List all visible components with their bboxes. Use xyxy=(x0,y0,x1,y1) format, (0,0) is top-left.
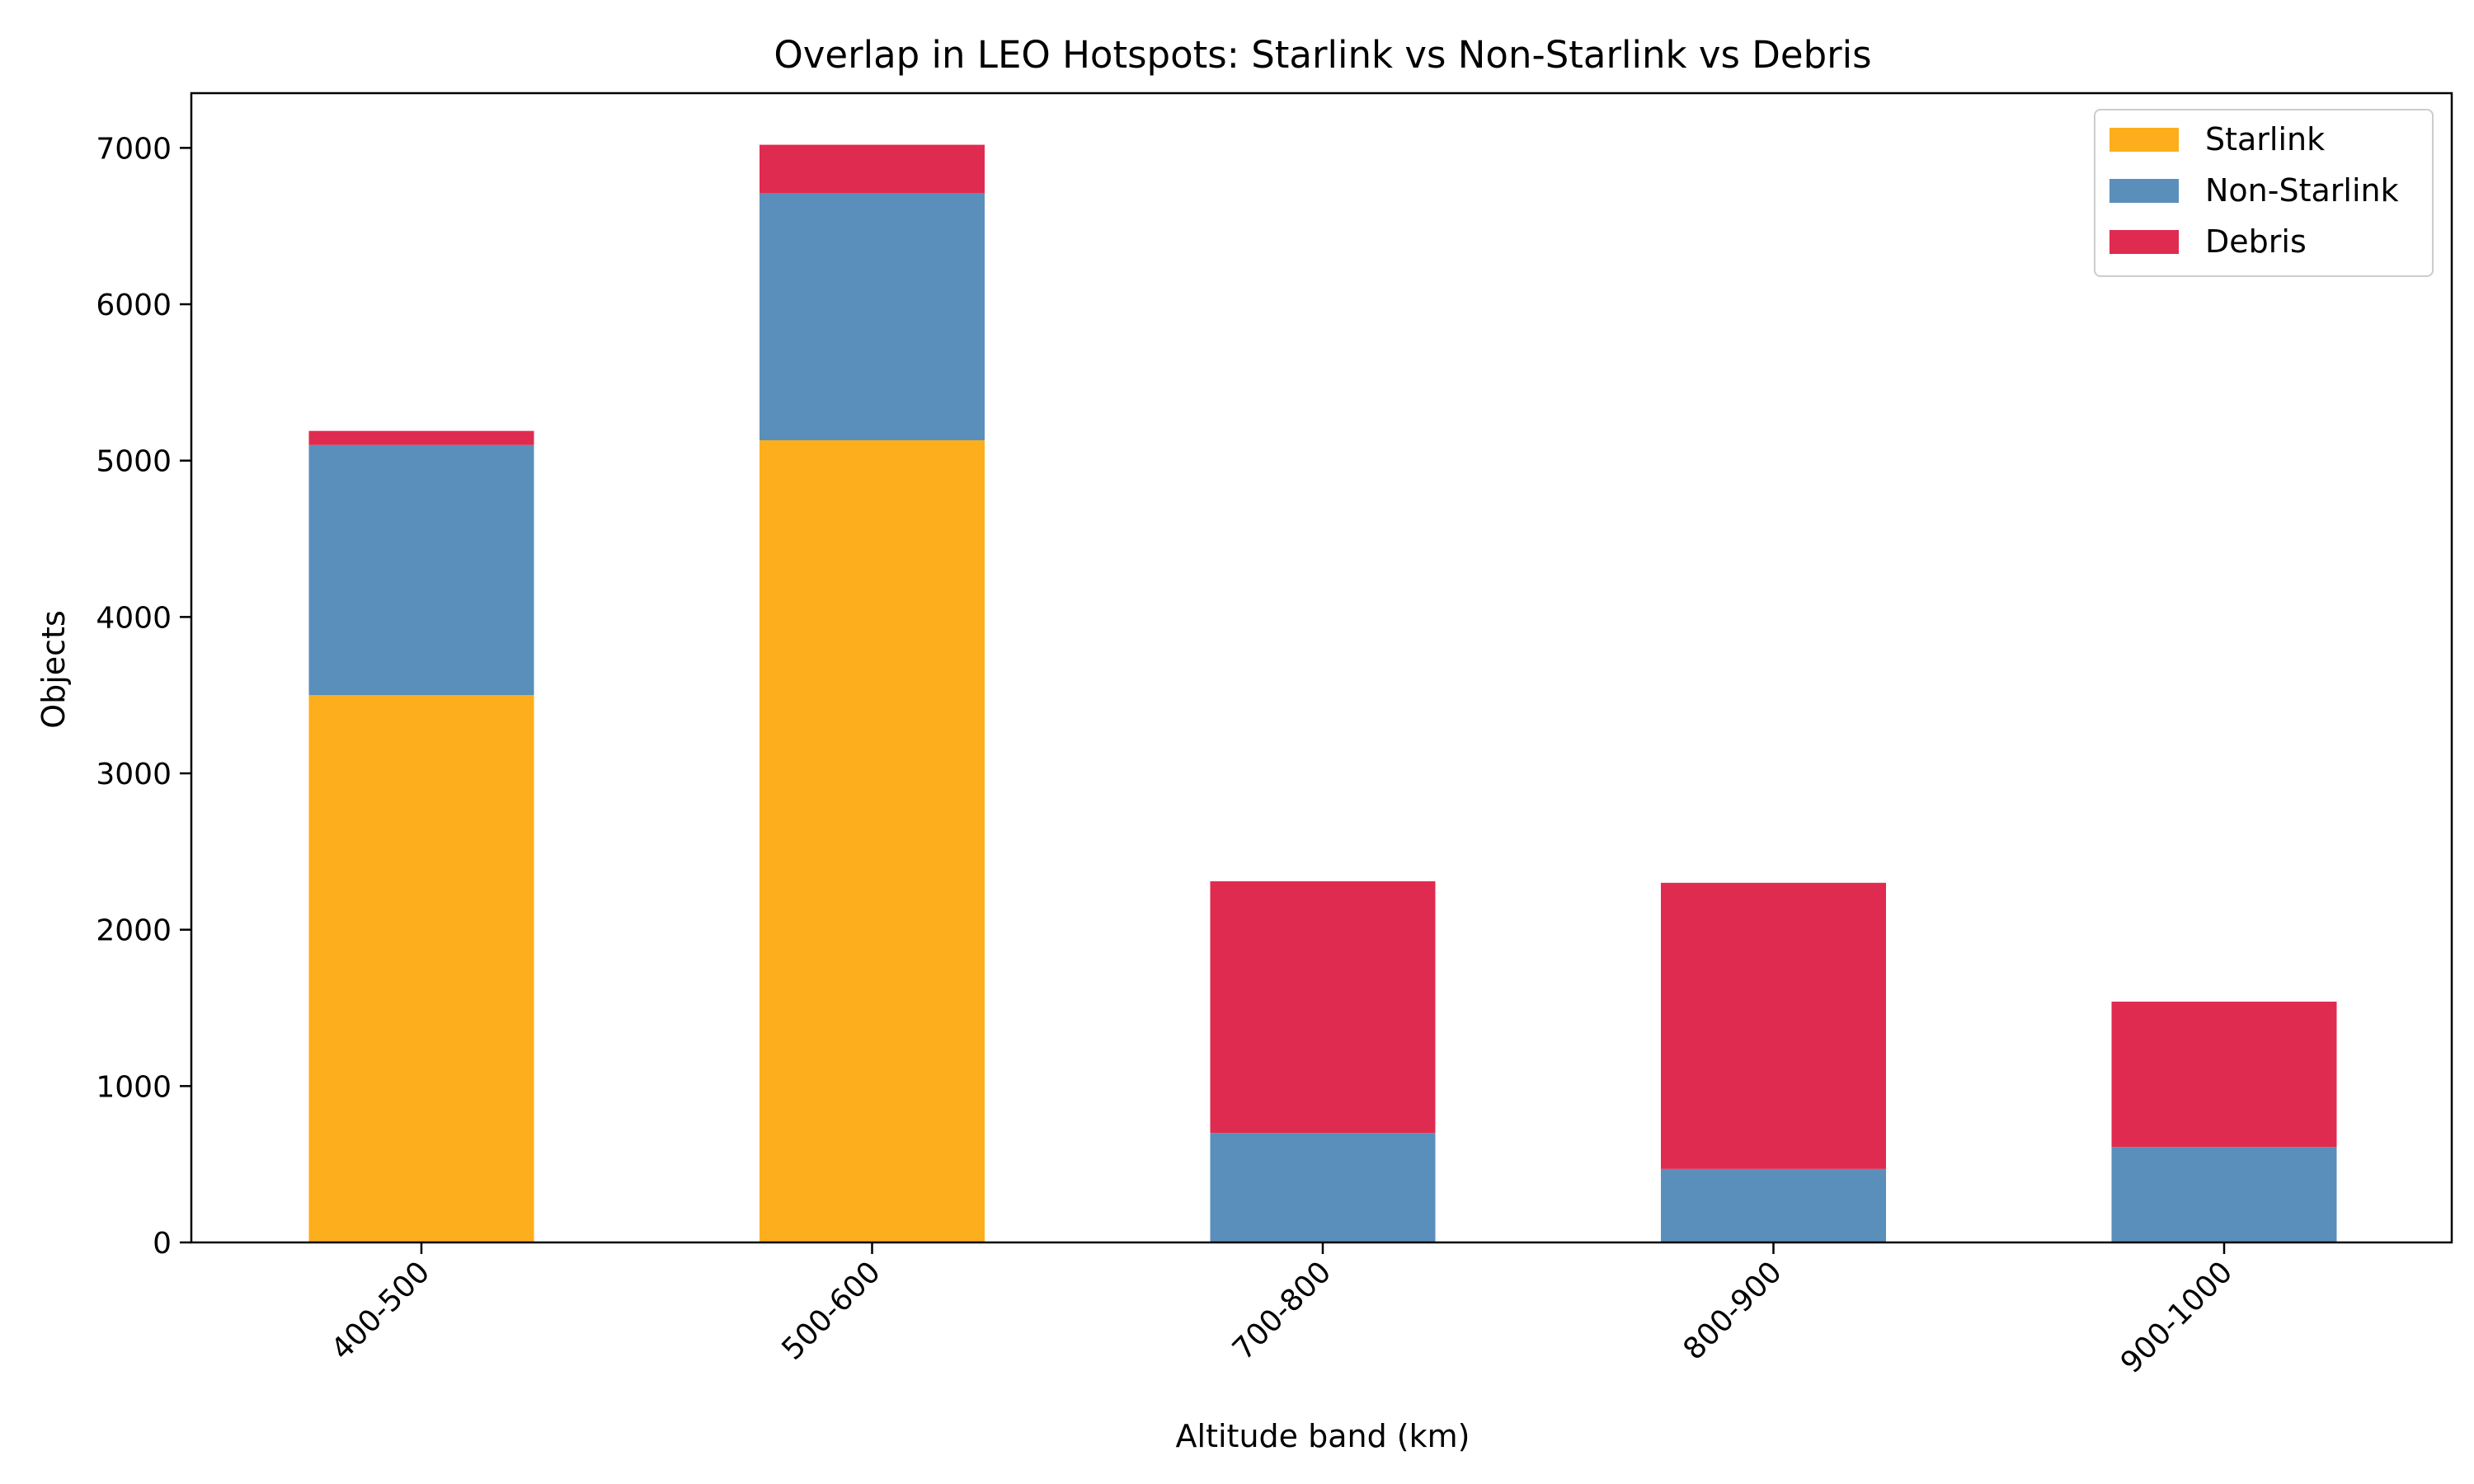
bars-group xyxy=(308,144,2337,1242)
plot-frame xyxy=(190,92,2453,1244)
y-tick-label: 3000 xyxy=(96,758,172,791)
bar-segment-debris-700-800 xyxy=(1210,881,1436,1134)
bar-segment-non-starlink-800-900 xyxy=(1661,1168,1886,1242)
bar-segment-debris-900-1000 xyxy=(2111,1001,2337,1148)
y-tick-label: 2000 xyxy=(96,914,172,948)
legend-swatch-debris xyxy=(2109,230,2179,254)
bar-segment-debris-400-500 xyxy=(308,430,534,445)
y-tick-label: 7000 xyxy=(96,132,172,166)
y-axis-label: Objects xyxy=(35,610,72,729)
bar-segment-non-starlink-700-800 xyxy=(1210,1133,1436,1242)
y-tick-label: 6000 xyxy=(96,289,172,322)
legend-box xyxy=(2094,109,2434,277)
y-tick-label: 4000 xyxy=(96,601,172,635)
bar-segment-debris-500-600 xyxy=(760,144,985,194)
bar-segment-starlink-500-600 xyxy=(760,440,985,1242)
bar-segment-non-starlink-400-500 xyxy=(308,444,534,696)
chart-title: Overlap in LEO Hotspots: Starlink vs Non… xyxy=(774,33,1871,77)
bar-segment-debris-800-900 xyxy=(1661,882,1886,1169)
y-tick-label: 0 xyxy=(153,1227,172,1261)
legend-swatch-non-starlink xyxy=(2109,179,2179,203)
x-axis-label: Altitude band (km) xyxy=(1176,1418,1470,1454)
legend-swatch-starlink xyxy=(2109,128,2179,152)
bar-segment-starlink-400-500 xyxy=(308,695,534,1242)
y-tick-label: 1000 xyxy=(96,1070,172,1104)
bar-segment-non-starlink-500-600 xyxy=(760,193,985,441)
legend-label-non-starlink: Non-Starlink xyxy=(2205,172,2399,209)
bar-segment-non-starlink-900-1000 xyxy=(2111,1147,2337,1242)
legend-label-starlink: Starlink xyxy=(2205,121,2325,157)
y-tick-label: 5000 xyxy=(96,445,172,479)
legend: Starlink Non-Starlink Debris xyxy=(2094,109,2434,277)
legend-label-debris: Debris xyxy=(2205,223,2307,260)
